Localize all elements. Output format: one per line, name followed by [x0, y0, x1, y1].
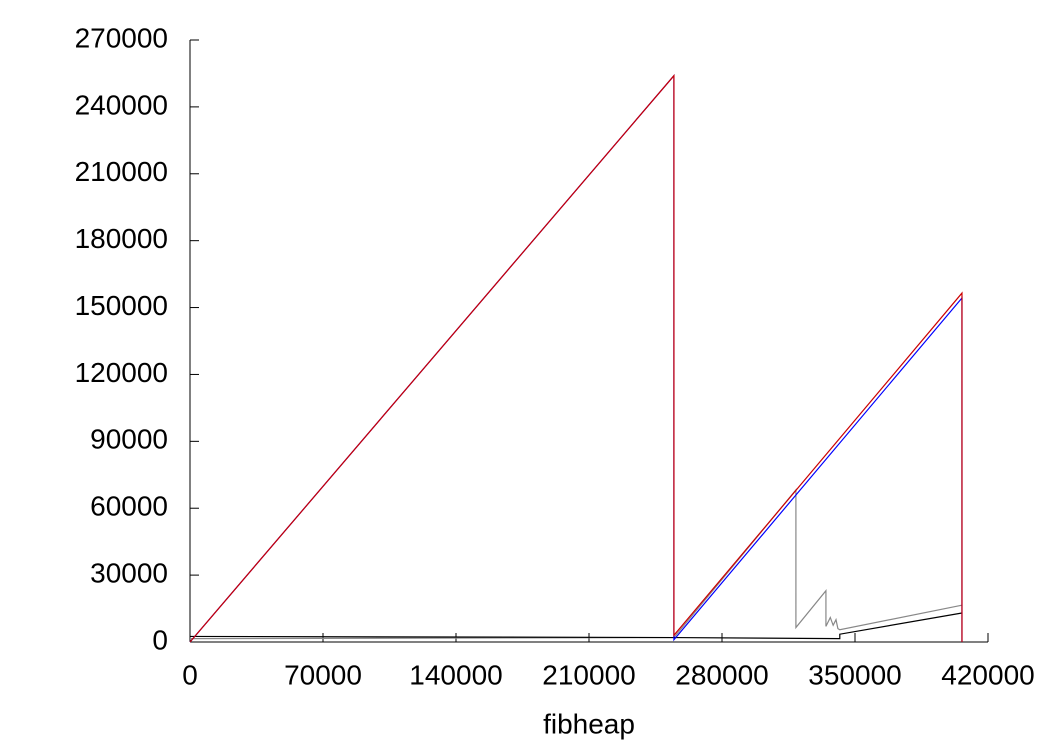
y-tick-label: 150000	[75, 290, 168, 321]
x-axis-label: fibheap	[543, 708, 635, 739]
y-tick-label: 0	[152, 624, 168, 655]
y-tick-label: 210000	[75, 156, 168, 187]
series-line	[189, 612, 963, 640]
x-tick-label: 210000	[542, 659, 635, 690]
y-tick-label: 240000	[75, 89, 168, 120]
y-tick-label: 90000	[90, 424, 168, 455]
x-tick-label: 140000	[409, 659, 502, 690]
x-tick-label: 420000	[941, 659, 1034, 690]
series-line	[189, 74, 963, 643]
x-tick-label: 0	[182, 659, 198, 690]
y-tick-label: 180000	[75, 223, 168, 254]
series-line	[189, 488, 963, 640]
y-tick-label: 60000	[90, 491, 168, 522]
x-tick-label: 280000	[675, 659, 768, 690]
x-tick-label: 70000	[284, 659, 362, 690]
y-tick-label: 30000	[90, 558, 168, 589]
y-tick-label: 120000	[75, 357, 168, 388]
x-tick-label: 350000	[808, 659, 901, 690]
series-line	[189, 74, 963, 643]
y-tick-label: 270000	[75, 22, 168, 53]
